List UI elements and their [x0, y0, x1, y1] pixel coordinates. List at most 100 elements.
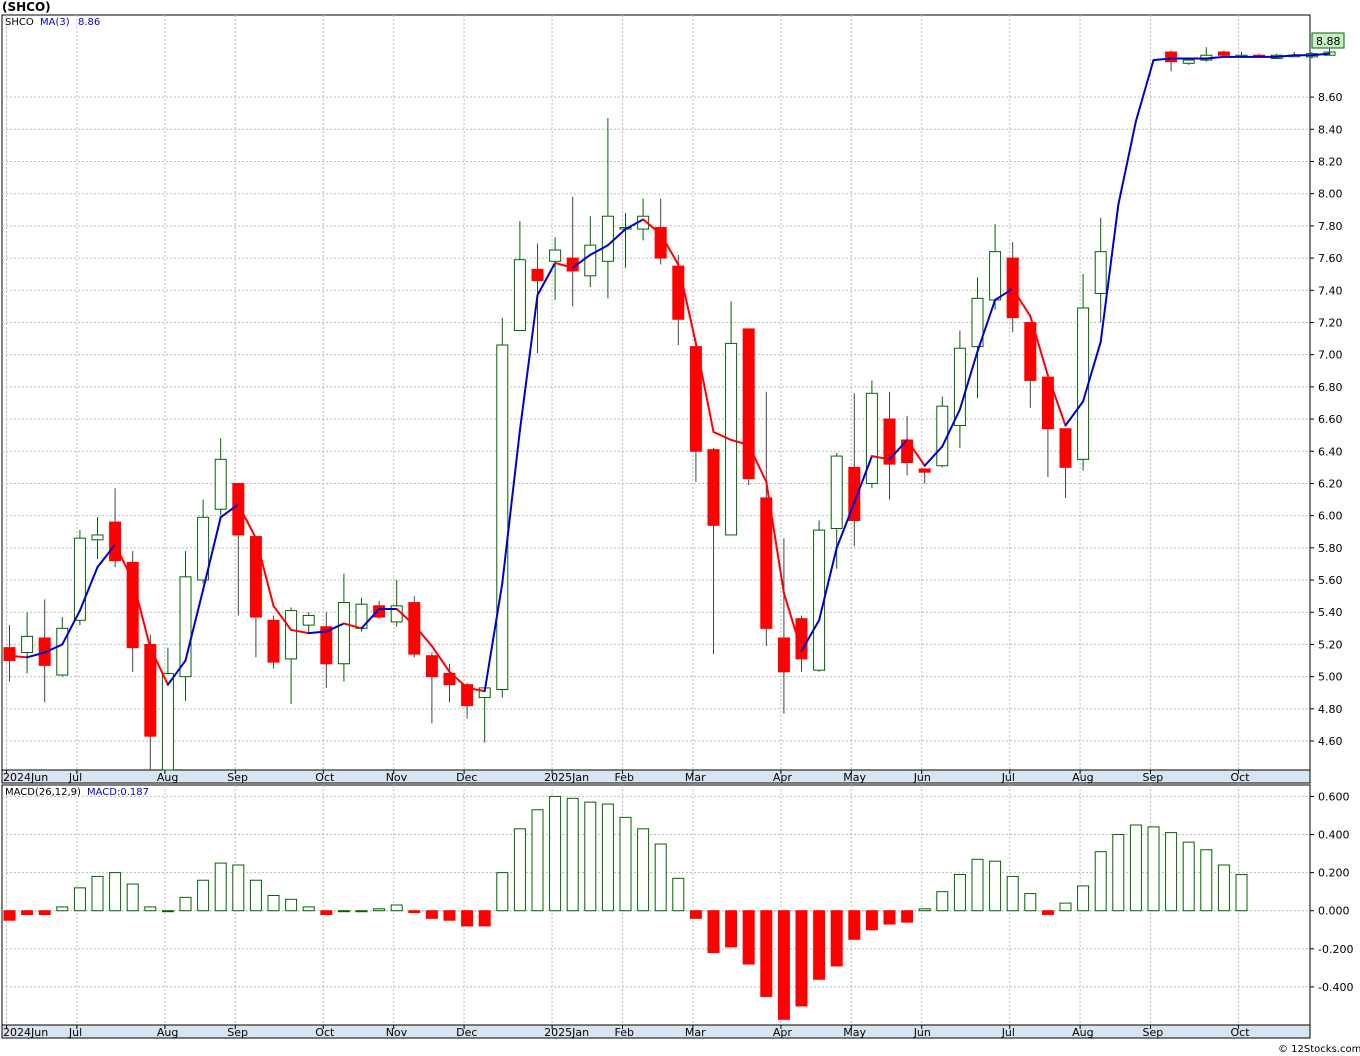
ma3-segment [237, 503, 257, 540]
ma3-segment [307, 630, 328, 635]
ma3-segment [448, 670, 469, 689]
x-tick-label: Jun [913, 1026, 931, 1039]
ma3-segment [131, 579, 152, 649]
macd-bar [461, 910, 474, 927]
ma3-segment [78, 566, 99, 612]
price-tick-label: 6.60 [1318, 413, 1343, 426]
legend-macd-value: MACD:0.187 [87, 787, 149, 798]
ma3-segment [254, 537, 275, 607]
ma3-segment [765, 480, 785, 594]
ma3-segment [589, 244, 609, 256]
price-tick-label: 5.80 [1318, 542, 1343, 555]
x-tick-label: Apr [773, 1026, 793, 1039]
macd-bar [813, 910, 826, 980]
x-tick-label: Mar [685, 1026, 706, 1039]
candle-body [1059, 428, 1072, 468]
candle-body [126, 561, 139, 649]
ma3-segment [818, 546, 838, 622]
ma3-segment [730, 438, 750, 446]
candle-body [1024, 321, 1037, 381]
x-tick-label: 2024Jun [3, 771, 48, 784]
macd-bar [1235, 874, 1248, 912]
price-tag: 8.88 [1316, 35, 1341, 48]
price-tick-label: 8.40 [1318, 123, 1343, 136]
ma3-segment [853, 455, 873, 504]
ma3-segment [114, 543, 134, 582]
macd-bar [707, 910, 720, 954]
x-tick-label: Oct [315, 771, 335, 784]
candle-body [144, 643, 157, 737]
x-tick-label: Aug [157, 1026, 178, 1039]
ma3-segment [677, 263, 697, 345]
ma3-segment [870, 455, 891, 461]
macd-bar [285, 898, 298, 912]
price-frame [1, 14, 1311, 771]
ma3-segment [1310, 52, 1331, 57]
candle-body [109, 521, 122, 562]
macd-bar [654, 843, 667, 912]
x-tick-label: 2025Jan [544, 771, 589, 784]
macd-bar [302, 906, 315, 912]
x-tick-label: Jul [68, 771, 82, 784]
x-tick-label: 2025Jan [544, 1026, 589, 1039]
price-tick-label: 6.00 [1318, 510, 1343, 523]
macd-bar [989, 860, 1002, 912]
macd-bar [161, 910, 174, 913]
ma3-segment [290, 628, 310, 635]
macd-bar [619, 816, 632, 912]
candle-body [496, 344, 509, 691]
x-tick-label: Sep [227, 771, 248, 784]
x-tick-label: Dec [456, 1026, 477, 1039]
ma3-segment [554, 261, 574, 269]
ma3-segment [219, 503, 240, 519]
macd-bar [672, 877, 685, 912]
macd-bar [214, 862, 227, 912]
price-tick-label: 4.80 [1318, 703, 1343, 716]
ma3-segment [694, 342, 715, 433]
macd-bar [549, 795, 562, 912]
macd-bar [1200, 849, 1213, 912]
ma3-segment [149, 646, 169, 686]
ma3-segment [26, 651, 46, 659]
candle-body [672, 265, 685, 320]
macd-bar [408, 910, 421, 914]
price-tick-label: 8.60 [1318, 91, 1343, 104]
x-tick-label: Feb [615, 1026, 634, 1039]
candle-body [73, 537, 86, 621]
macd-bar [179, 896, 192, 912]
candle-body [848, 466, 861, 521]
candle-body [760, 497, 773, 629]
ma3-segment [166, 659, 187, 686]
ma3-segment [43, 643, 64, 654]
price-tick-label: 5.20 [1318, 638, 1343, 651]
macd-bar [1147, 826, 1160, 912]
macd-bar [197, 879, 210, 912]
macd-bar [38, 910, 51, 916]
x-tick-label: Aug [157, 771, 178, 784]
candle-body [214, 458, 227, 510]
ma3-segment [8, 654, 29, 659]
macd-bar [1006, 875, 1019, 912]
macd-bar [443, 910, 456, 921]
macd-tick-label: -0.200 [1318, 943, 1353, 956]
macd-bar [1129, 824, 1142, 912]
macd-bar [865, 910, 878, 931]
price-tick-label: 4.60 [1318, 735, 1343, 748]
x-tick-label: Nov [386, 771, 408, 784]
candle-body [989, 251, 1002, 301]
candle-body [21, 635, 34, 653]
footer-credit: © 12Stocks.com [1278, 1044, 1360, 1055]
candle-body [285, 610, 298, 660]
candle-body [320, 626, 333, 665]
x-tick-label: 2024Jun [3, 1026, 48, 1039]
macd-bar [848, 910, 861, 940]
price-tick-label: 8.20 [1318, 155, 1343, 168]
macd-bar [1165, 832, 1178, 912]
x-tick-label: Sep [1143, 1026, 1164, 1039]
candle-body [91, 534, 104, 541]
macd-bar [725, 910, 738, 948]
ma3-segment [1046, 374, 1067, 427]
macd-bar [91, 875, 104, 912]
